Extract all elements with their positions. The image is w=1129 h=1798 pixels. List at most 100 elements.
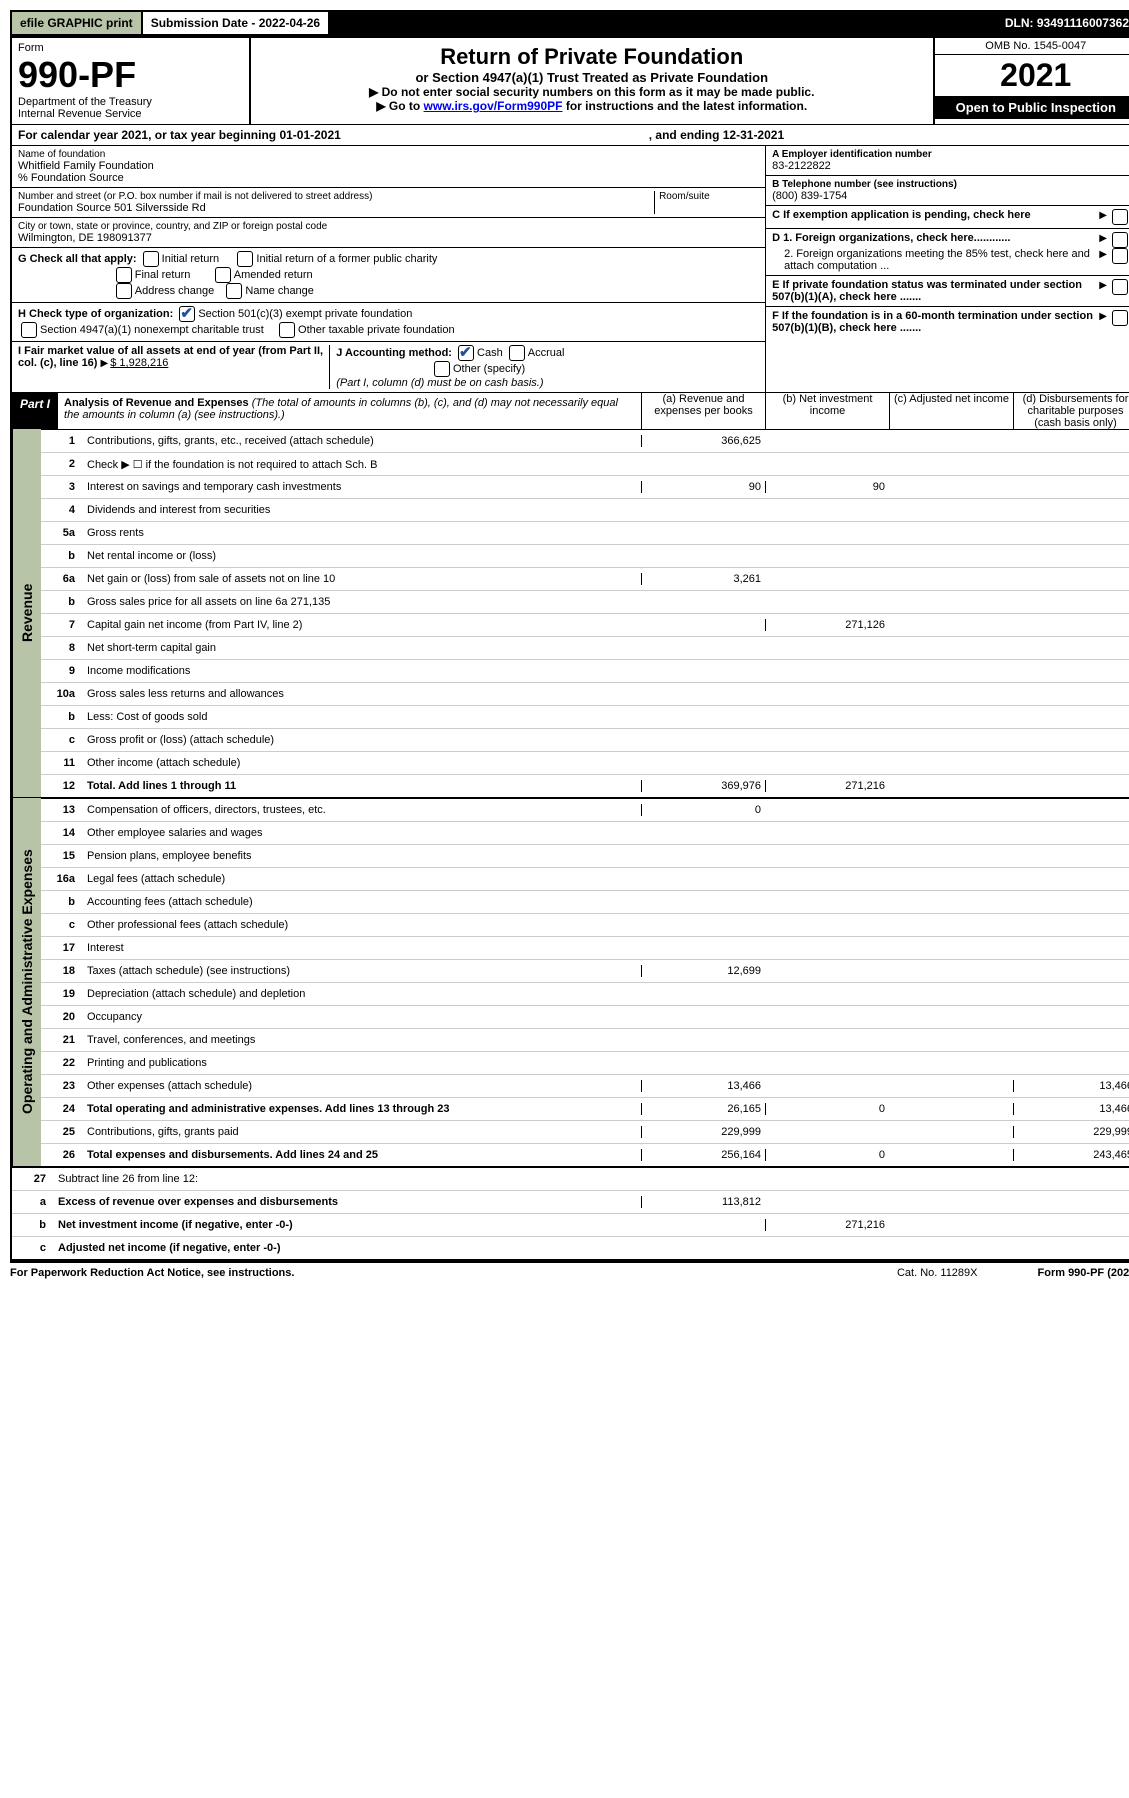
dept: Department of the Treasury: [18, 96, 243, 108]
line-label: Compensation of officers, directors, tru…: [79, 804, 641, 816]
line-number: b: [41, 896, 79, 908]
line-number: 1: [41, 435, 79, 447]
line-number: 19: [41, 988, 79, 1000]
amt-d: 13,466: [1013, 1080, 1129, 1092]
table-row: cAdjusted net income (if negative, enter…: [12, 1236, 1129, 1259]
col-c-hdr: (c) Adjusted net income: [889, 393, 1013, 429]
line-label: Other expenses (attach schedule): [79, 1080, 641, 1092]
chk-initial-former[interactable]: [237, 251, 253, 267]
chk-other-method[interactable]: [434, 361, 450, 377]
amt-a: 12,699: [641, 965, 765, 977]
line-number: b: [41, 711, 79, 723]
table-row: 20Occupancy: [41, 1005, 1129, 1028]
amt-a: 113,812: [641, 1196, 765, 1208]
amt-a: 0: [641, 804, 765, 816]
page-footer: For Paperwork Reduction Act Notice, see …: [10, 1261, 1129, 1283]
line-number: b: [41, 550, 79, 562]
line-number: 9: [41, 665, 79, 677]
city: Wilmington, DE 198091377: [18, 232, 759, 244]
city-label: City or town, state or province, country…: [18, 221, 759, 232]
amt-d: 243,465: [1013, 1149, 1129, 1161]
part1-badge: Part I: [12, 393, 58, 429]
line-number: c: [41, 734, 79, 746]
amt-b: 0: [765, 1103, 889, 1115]
table-row: 27Subtract line 26 from line 12:: [12, 1167, 1129, 1190]
line-number: 16a: [41, 873, 79, 885]
chk-address[interactable]: [116, 283, 132, 299]
table-row: 25Contributions, gifts, grants paid229,9…: [41, 1120, 1129, 1143]
amt-a: 26,165: [641, 1103, 765, 1115]
header-right: OMB No. 1545-0047 2021 Open to Public In…: [933, 38, 1129, 124]
table-row: aExcess of revenue over expenses and dis…: [12, 1190, 1129, 1213]
line-label: Income modifications: [79, 665, 641, 677]
instruction-1: ▶ Do not enter social security numbers o…: [257, 85, 927, 99]
line-number: 26: [41, 1149, 79, 1161]
chk-e[interactable]: [1112, 279, 1128, 295]
line-label: Legal fees (attach schedule): [79, 873, 641, 885]
chk-amended[interactable]: [215, 267, 231, 283]
table-row: 4Dividends and interest from securities: [41, 498, 1129, 521]
efile-badge[interactable]: efile GRAPHIC print: [12, 12, 143, 34]
line-number: 17: [41, 942, 79, 954]
chk-c[interactable]: [1112, 209, 1128, 225]
line-number: 12: [41, 780, 79, 792]
col-a-hdr: (a) Revenue and expenses per books: [641, 393, 765, 429]
line-number: 7: [41, 619, 79, 631]
chk-f[interactable]: [1112, 310, 1128, 326]
open-public: Open to Public Inspection: [935, 96, 1129, 119]
table-row: bNet investment income (if negative, ent…: [12, 1213, 1129, 1236]
line-number: 13: [41, 804, 79, 816]
amt-a: 366,625: [641, 435, 765, 447]
amt-d: 13,466: [1013, 1103, 1129, 1115]
amt-a: 229,999: [641, 1126, 765, 1138]
f-label: F If the foundation is in a 60-month ter…: [772, 310, 1099, 334]
line-label: Net rental income or (loss): [79, 550, 641, 562]
address: Foundation Source 501 Silversside Rd: [18, 202, 654, 214]
line-label: Excess of revenue over expenses and disb…: [50, 1196, 641, 1208]
chk-other-tax[interactable]: [279, 322, 295, 338]
chk-4947[interactable]: [21, 322, 37, 338]
table-row: 23Other expenses (attach schedule)13,466…: [41, 1074, 1129, 1097]
chk-501c3[interactable]: [179, 306, 195, 322]
top-bar: efile GRAPHIC print Submission Date - 20…: [10, 10, 1129, 36]
line-number: 18: [41, 965, 79, 977]
line-number: 2: [41, 458, 79, 470]
line-number: 21: [41, 1034, 79, 1046]
chk-initial[interactable]: [143, 251, 159, 267]
table-row: 6aNet gain or (loss) from sale of assets…: [41, 567, 1129, 590]
chk-accrual[interactable]: [509, 345, 525, 361]
line-label: Other employee salaries and wages: [79, 827, 641, 839]
line-number: 3: [41, 481, 79, 493]
footer-mid: Cat. No. 11289X: [897, 1267, 978, 1279]
line-label: Taxes (attach schedule) (see instruction…: [79, 965, 641, 977]
line-label: Depreciation (attach schedule) and deple…: [79, 988, 641, 1000]
table-row: 3Interest on savings and temporary cash …: [41, 475, 1129, 498]
line-label: Other professional fees (attach schedule…: [79, 919, 641, 931]
table-row: 8Net short-term capital gain: [41, 636, 1129, 659]
amt-a: 369,976: [641, 780, 765, 792]
line-label: Total operating and administrative expen…: [79, 1103, 641, 1115]
tax-year: 2021: [935, 55, 1129, 96]
table-row: 21Travel, conferences, and meetings: [41, 1028, 1129, 1051]
care-of: % Foundation Source: [18, 172, 759, 184]
c-label: C If exemption application is pending, c…: [772, 209, 1099, 225]
chk-d2[interactable]: [1112, 248, 1128, 264]
chk-final[interactable]: [116, 267, 132, 283]
line-label: Less: Cost of goods sold: [79, 711, 641, 723]
table-row: 1Contributions, gifts, grants, etc., rec…: [41, 429, 1129, 452]
entity-info: Name of foundation Whitfield Family Foun…: [12, 145, 1129, 392]
line-label: Total expenses and disbursements. Add li…: [79, 1149, 641, 1161]
table-row: 18Taxes (attach schedule) (see instructi…: [41, 959, 1129, 982]
form-990pf: Form 990-PF Department of the Treasury I…: [10, 36, 1129, 1261]
irs-link[interactable]: www.irs.gov/Form990PF: [424, 99, 563, 113]
line-number: 6a: [41, 573, 79, 585]
phone-label: B Telephone number (see instructions): [772, 179, 1129, 190]
line-label: Check ▶ ☐ if the foundation is not requi…: [79, 458, 641, 471]
table-row: bLess: Cost of goods sold: [41, 705, 1129, 728]
irs: Internal Revenue Service: [18, 108, 243, 120]
chk-d1[interactable]: [1112, 232, 1128, 248]
e-label: E If private foundation status was termi…: [772, 279, 1099, 303]
chk-cash[interactable]: [458, 345, 474, 361]
line-number: 25: [41, 1126, 79, 1138]
chk-name[interactable]: [226, 283, 242, 299]
